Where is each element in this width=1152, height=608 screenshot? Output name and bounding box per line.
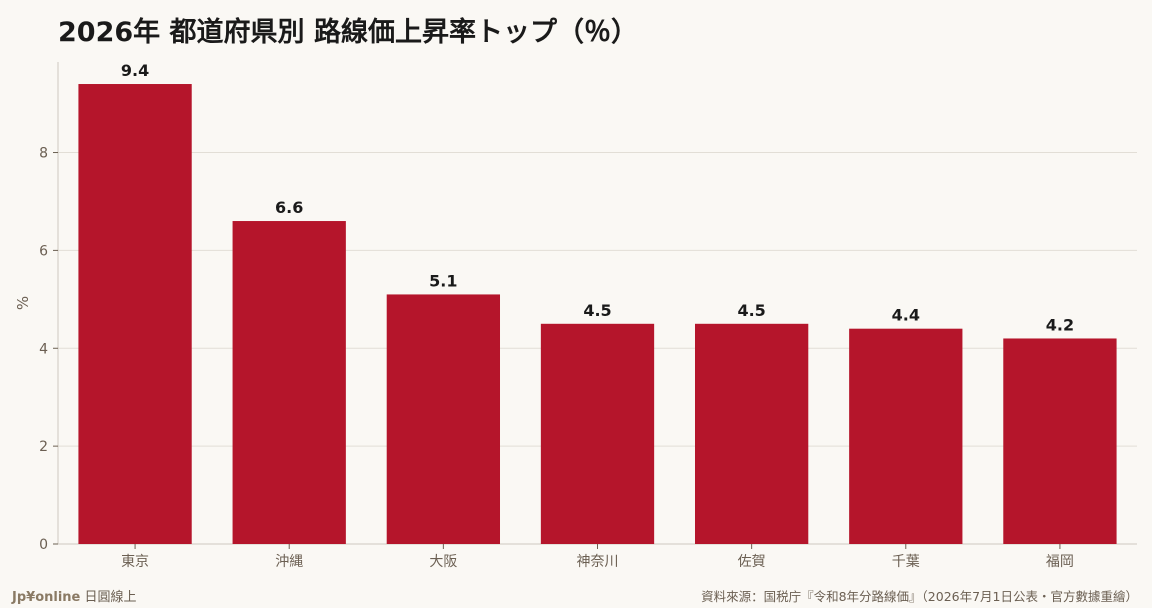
x-tick-label: 千葉 — [892, 554, 920, 570]
data-label: 4.2 — [1046, 315, 1074, 334]
x-tick-label: 大阪 — [429, 554, 457, 570]
x-tick-label: 福岡 — [1046, 554, 1074, 570]
bar-5 — [694, 323, 809, 544]
x-tick-label: 沖縄 — [275, 554, 303, 570]
brand-logo: Jp¥online — [12, 590, 81, 605]
data-label: 4.4 — [892, 306, 920, 325]
data-label: 9.4 — [121, 61, 149, 80]
chart-title: 2026年 都道府県別 路線価上昇率トップ（％） — [58, 17, 638, 48]
brand: Jp¥online 日圓線上 — [12, 586, 137, 605]
bar-4 — [540, 323, 655, 544]
y-tick-label: 4 — [39, 341, 48, 357]
y-tick-label: 8 — [39, 146, 48, 162]
bar-2 — [232, 221, 346, 545]
data-label: 6.6 — [275, 198, 303, 217]
bar-7 — [1003, 338, 1117, 544]
source-note: 資料來源：国税庁『令和8年分路線価』（2026年7月1日公表・官方數據重繪） — [701, 589, 1138, 604]
bar-6 — [849, 328, 963, 544]
bar-3 — [386, 294, 501, 544]
y-tick-label: 0 — [39, 537, 48, 553]
y-axis-label: % — [14, 296, 32, 310]
y-tick-label: 2 — [39, 439, 48, 455]
x-tick-label: 神奈川 — [577, 554, 619, 570]
y-tick-label: 6 — [39, 243, 48, 259]
x-tick-label: 佐賀 — [738, 554, 766, 570]
data-label: 4.5 — [583, 301, 611, 320]
data-label: 5.1 — [429, 271, 457, 290]
brand-text: 日圓線上 — [84, 590, 137, 605]
x-tick-label: 東京 — [121, 554, 149, 570]
data-label: 4.5 — [737, 301, 765, 320]
bar-1 — [78, 84, 192, 545]
